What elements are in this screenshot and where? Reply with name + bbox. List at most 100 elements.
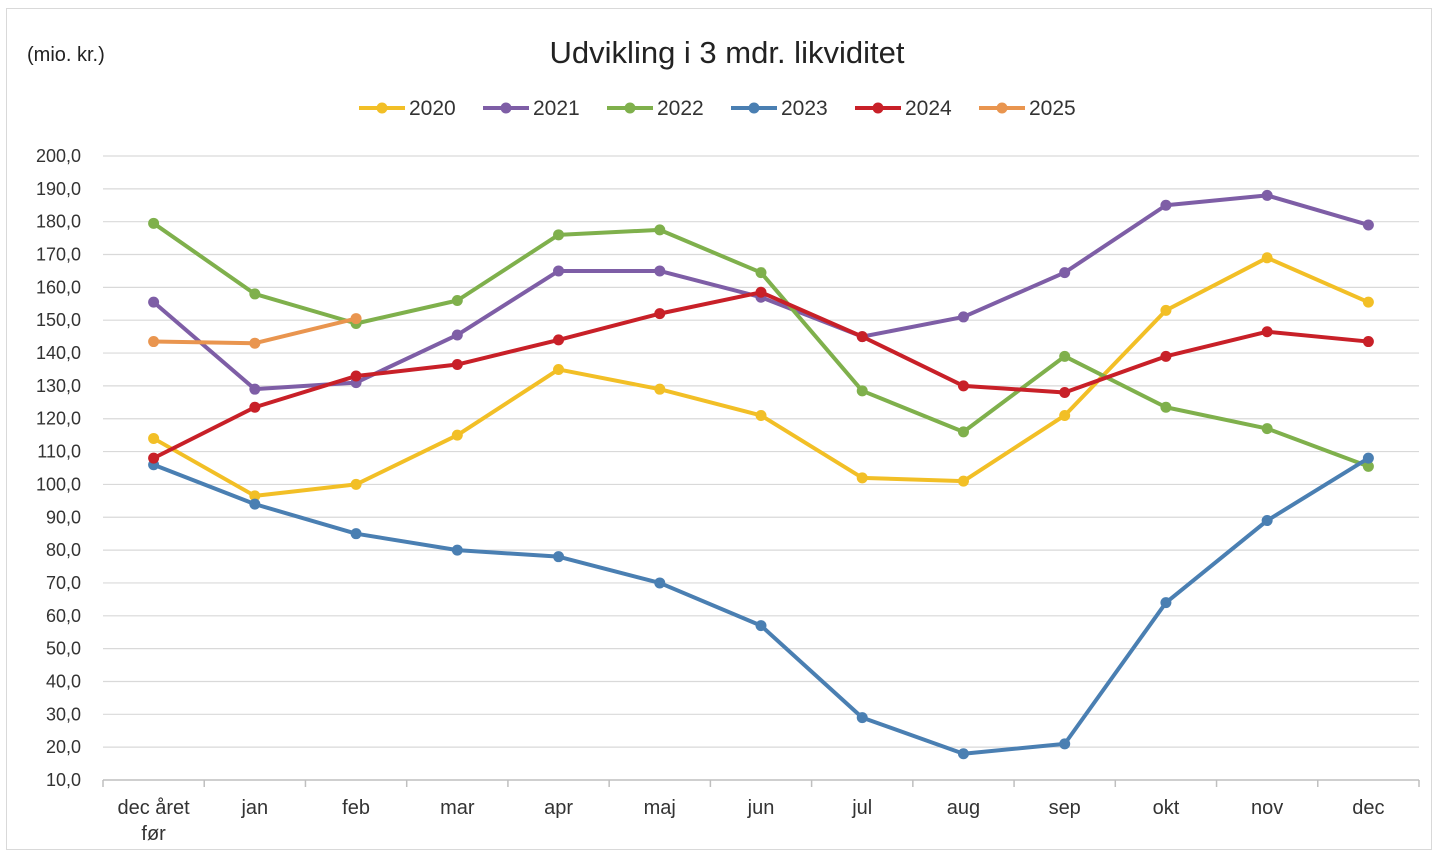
data-point [451,429,463,441]
legend-label: 2020 [409,97,456,120]
x-tick-label: feb [342,797,370,819]
data-point [148,432,160,444]
x-tick-label: jul [851,797,872,819]
legend-item-2024: 2024 [855,97,952,120]
x-tick-label: mar [440,797,475,819]
data-point [1261,326,1273,338]
series-2022 [148,217,1374,472]
y-tick-label: 30,0 [46,704,81,724]
data-point [553,363,565,375]
legend-swatch-marker [500,102,512,114]
data-point [957,475,969,487]
series-line [151,221,1371,469]
x-tick-label: maj [644,797,676,819]
y-tick-label: 50,0 [46,639,81,659]
data-point [249,490,261,502]
gridlines [103,155,1419,748]
data-point [553,334,565,346]
data-point [350,313,362,325]
data-point [1160,304,1172,316]
chart-title: Udvikling i 3 mdr. likviditet [550,35,905,70]
data-point [654,308,666,320]
legend-item-2023: 2023 [731,97,828,120]
data-point [957,426,969,438]
data-point [350,478,362,490]
data-point [856,331,868,343]
data-point [451,295,463,307]
legend-item-2021: 2021 [483,97,580,120]
y-tick-label: 180,0 [36,212,81,232]
y-tick-label: 130,0 [36,376,81,396]
x-tick-label: aug [947,797,980,819]
x-axis: dec året før jan feb mar apr maj jun jul aug sep ok… [102,779,1420,845]
series-2020 [148,252,1374,502]
data-point [1059,409,1071,421]
series-2025 [148,313,362,349]
legend-swatch-marker [376,102,388,114]
y-tick-label: 160,0 [36,277,81,297]
data-point [1362,219,1374,231]
x-tick-label: jun [747,797,775,819]
data-point [1059,267,1071,279]
y-tick-label: 110,0 [37,442,81,462]
y-tick-label: 60,0 [46,606,81,626]
y-tick-label: 70,0 [46,573,81,593]
data-point [249,288,261,300]
data-point [1059,386,1071,398]
data-point [957,748,969,760]
data-point [553,229,565,241]
legend-swatch-marker [996,102,1008,114]
data-point [249,383,261,395]
data-point [755,267,767,279]
legend-swatch-marker [872,102,884,114]
data-point [1362,460,1374,472]
y-tick-label: 80,0 [46,540,81,560]
data-point [249,401,261,413]
y-tick-label: 170,0 [36,245,81,265]
data-point [856,712,868,724]
y-tick-label: 20,0 [46,737,81,757]
data-point [350,370,362,382]
data-point [148,452,160,464]
series-2023 [148,452,1374,760]
data-point [1160,401,1172,413]
data-point [553,265,565,277]
data-point [1261,515,1273,527]
data-point [1261,252,1273,264]
legend: 2020 2021 2022 2023 2024 2025 [359,97,1076,120]
x-tick-label: dec [1352,797,1384,819]
plot-area [148,189,1374,760]
data-point [451,359,463,371]
legend-label: 2023 [781,97,828,120]
data-point [654,224,666,236]
data-point [1362,452,1374,464]
x-tick-label: nov [1251,797,1283,819]
data-point [957,311,969,323]
x-tick-label: okt [1153,797,1180,819]
data-point [1261,189,1273,201]
y-axis: 10,0 20,0 30,0 40,0 50,0 60,0 70,0 80,0 90,0 100,… [36,146,81,790]
data-point [1059,350,1071,362]
legend-label: 2021 [533,97,580,120]
data-point [654,265,666,277]
data-point [957,380,969,392]
y-tick-label: 40,0 [46,671,81,691]
x-tick-label: dec året før [117,797,190,845]
x-tick-label: jan [240,797,268,819]
data-point [1362,336,1374,348]
data-point [553,551,565,563]
data-point [654,577,666,589]
y-tick-label: 120,0 [36,409,81,429]
legend-swatch-marker [748,102,760,114]
data-point [148,336,160,348]
y-tick-label: 10,0 [46,770,81,790]
data-point [249,498,261,510]
data-point [856,385,868,397]
data-point [1362,296,1374,308]
legend-item-2020: 2020 [359,97,456,120]
data-point [654,383,666,395]
legend-swatch-marker [624,102,636,114]
chart-frame: (mio. kr.) Udvikling i 3 mdr. likviditet… [6,8,1432,850]
legend-item-2025: 2025 [979,97,1076,120]
data-point [1160,350,1172,362]
